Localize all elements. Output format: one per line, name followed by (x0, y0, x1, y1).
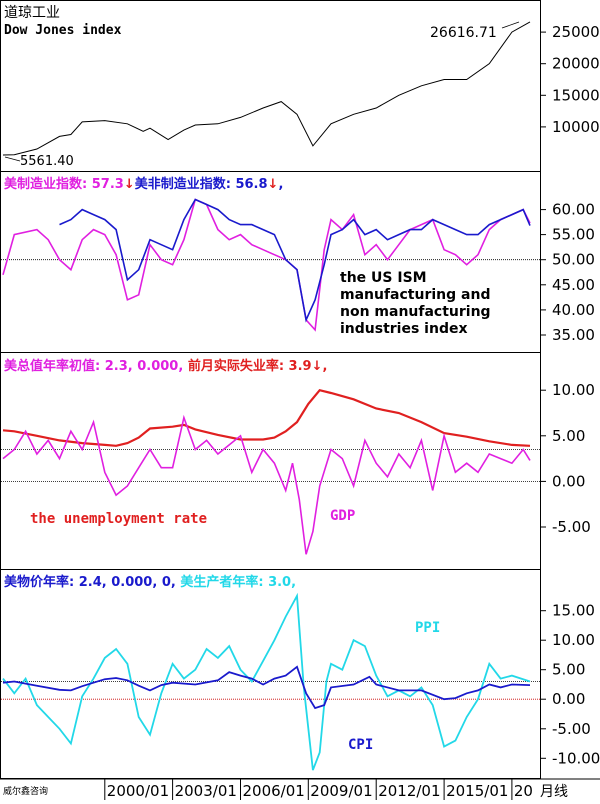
down-arrow-icon: ↓ (268, 177, 279, 192)
y-tick-label: 15000 (552, 86, 600, 104)
y-tick-label: 60.00 (552, 201, 595, 219)
ppi-legend-value: 3.0, (268, 575, 296, 590)
y-tick-label: 50.00 (552, 251, 595, 269)
unemployment-annotation: the unemployment rate (30, 511, 207, 527)
ism-note-line-4: industries index (340, 321, 468, 337)
cpi-y-ticks: -10.00 -5.00 0.00 5.00 10.00 15.00 (540, 602, 600, 767)
down-arrow-icon: ↓ (312, 359, 323, 374)
unemp-legend-value: 3.9 (289, 359, 312, 374)
y-tick-label: 0.00 (552, 690, 585, 708)
y-tick-label: 0.00 (552, 472, 585, 490)
x-axis-labels: 2000/01 2003/01 2006/01 2009/01 2012/01 2015/… (104, 779, 533, 800)
gdp-legend-value: 2.3, 0.000, (105, 359, 188, 374)
ism-legend: 美制造业指数: 57.3↓美非制造业指数: 56.8↓, (4, 176, 283, 192)
y-tick-label: 5.00 (552, 661, 585, 679)
cpi-legend: 美物价年率: 2.4, 0.000, 0, 美生产者年率: 3.0, (4, 574, 296, 590)
ism-note-line-1: the US ISM (340, 270, 427, 286)
ppi-legend-label: 美生产者年率: (180, 574, 268, 590)
x-tick-label: 2009/01 (310, 782, 372, 800)
dow-min-label: 5561.40 (20, 154, 74, 169)
y-tick-label: 25000 (552, 23, 600, 41)
ppi-annotation: PPI (415, 620, 440, 636)
ism-y-ticks: 35.00 40.00 45.00 50.00 55.00 60.00 (540, 201, 595, 344)
watermark: 威尔鑫咨询 (3, 785, 48, 797)
ism-manufacturing-line (2, 198, 531, 332)
dow-title-cn: 道琼工业 (4, 5, 60, 21)
y-tick-label: 10.00 (552, 381, 595, 399)
y-tick-label: 40.00 (552, 301, 595, 319)
ppi-line (2, 592, 531, 771)
dow-max-label: 26616.71 (430, 25, 497, 41)
y-tick-label: -5.00 (552, 720, 591, 738)
dow-jones-line (2, 21, 531, 156)
ism-legend-nonmfg-value: 56.8 (235, 177, 267, 192)
y-tick-label: 10.00 (552, 631, 595, 649)
dow-max-pointer (501, 21, 520, 29)
ism-legend-mfg-value: 57.3 (92, 177, 124, 192)
x-tick-label: 2003/01 (175, 782, 237, 800)
gdp-legend-separator: , (322, 359, 327, 374)
y-tick-label: 5.00 (552, 427, 585, 445)
ism-nonmanufacturing-line (59, 198, 531, 323)
y-tick-label: 10000 (552, 118, 600, 136)
ism-note: the US ISM manufacturing and non manufac… (340, 270, 491, 337)
ism-note-line-2: manufacturing and (340, 287, 490, 303)
dow-title-en: Dow Jones index (4, 23, 122, 38)
cpi-line (2, 665, 531, 710)
x-tick-label: 2015/01 (446, 782, 508, 800)
dow-y-ticks: 10000 15000 20000 25000 (540, 23, 600, 136)
gdp-y-ticks: -5.00 0.00 5.00 10.00 (540, 381, 595, 536)
down-arrow-icon: ↓ (124, 177, 135, 192)
panel-frame-cpi (0, 569, 541, 779)
x-tick-label: 20 (514, 782, 533, 800)
ism-legend-mfg-label: 美制造业指数: (4, 176, 92, 192)
ism-note-line-3: non manufacturing (340, 304, 491, 320)
gdp-annotation: GDP (330, 508, 355, 524)
x-tick-label: 2006/01 (243, 782, 305, 800)
y-tick-label: 55.00 (552, 226, 595, 244)
y-tick-label: 20000 (552, 55, 600, 73)
y-tick-label: 35.00 (552, 326, 595, 344)
cpi-legend-label: 美物价年率: (4, 574, 79, 590)
x-tick-label: 2000/01 (107, 782, 169, 800)
cpi-legend-value: 2.4, 0.000, 0, (79, 575, 181, 590)
x-axis-period: 月线 (540, 784, 568, 800)
y-tick-label: -5.00 (552, 518, 591, 536)
gdp-legend-label: 美总值年率初值: (4, 358, 105, 374)
gdp-legend: 美总值年率初值: 2.3, 0.000, 前月实际失业率: 3.9↓, (4, 358, 327, 374)
panel-frame-gdp (0, 352, 541, 570)
y-tick-label: 15.00 (552, 602, 595, 620)
ism-legend-separator: , (278, 177, 283, 192)
dow-min-pointer (4, 156, 21, 162)
x-tick-label: 2012/01 (378, 782, 440, 800)
ism-legend-nonmfg-label: 美非制造业指数: (135, 176, 236, 192)
y-tick-label: -10.00 (552, 749, 600, 767)
unemp-legend-label: 前月实际失业率: (188, 358, 289, 374)
gdp-line (2, 414, 531, 555)
cpi-annotation: CPI (348, 737, 373, 753)
y-tick-label: 45.00 (552, 276, 595, 294)
unemployment-line (2, 388, 531, 447)
